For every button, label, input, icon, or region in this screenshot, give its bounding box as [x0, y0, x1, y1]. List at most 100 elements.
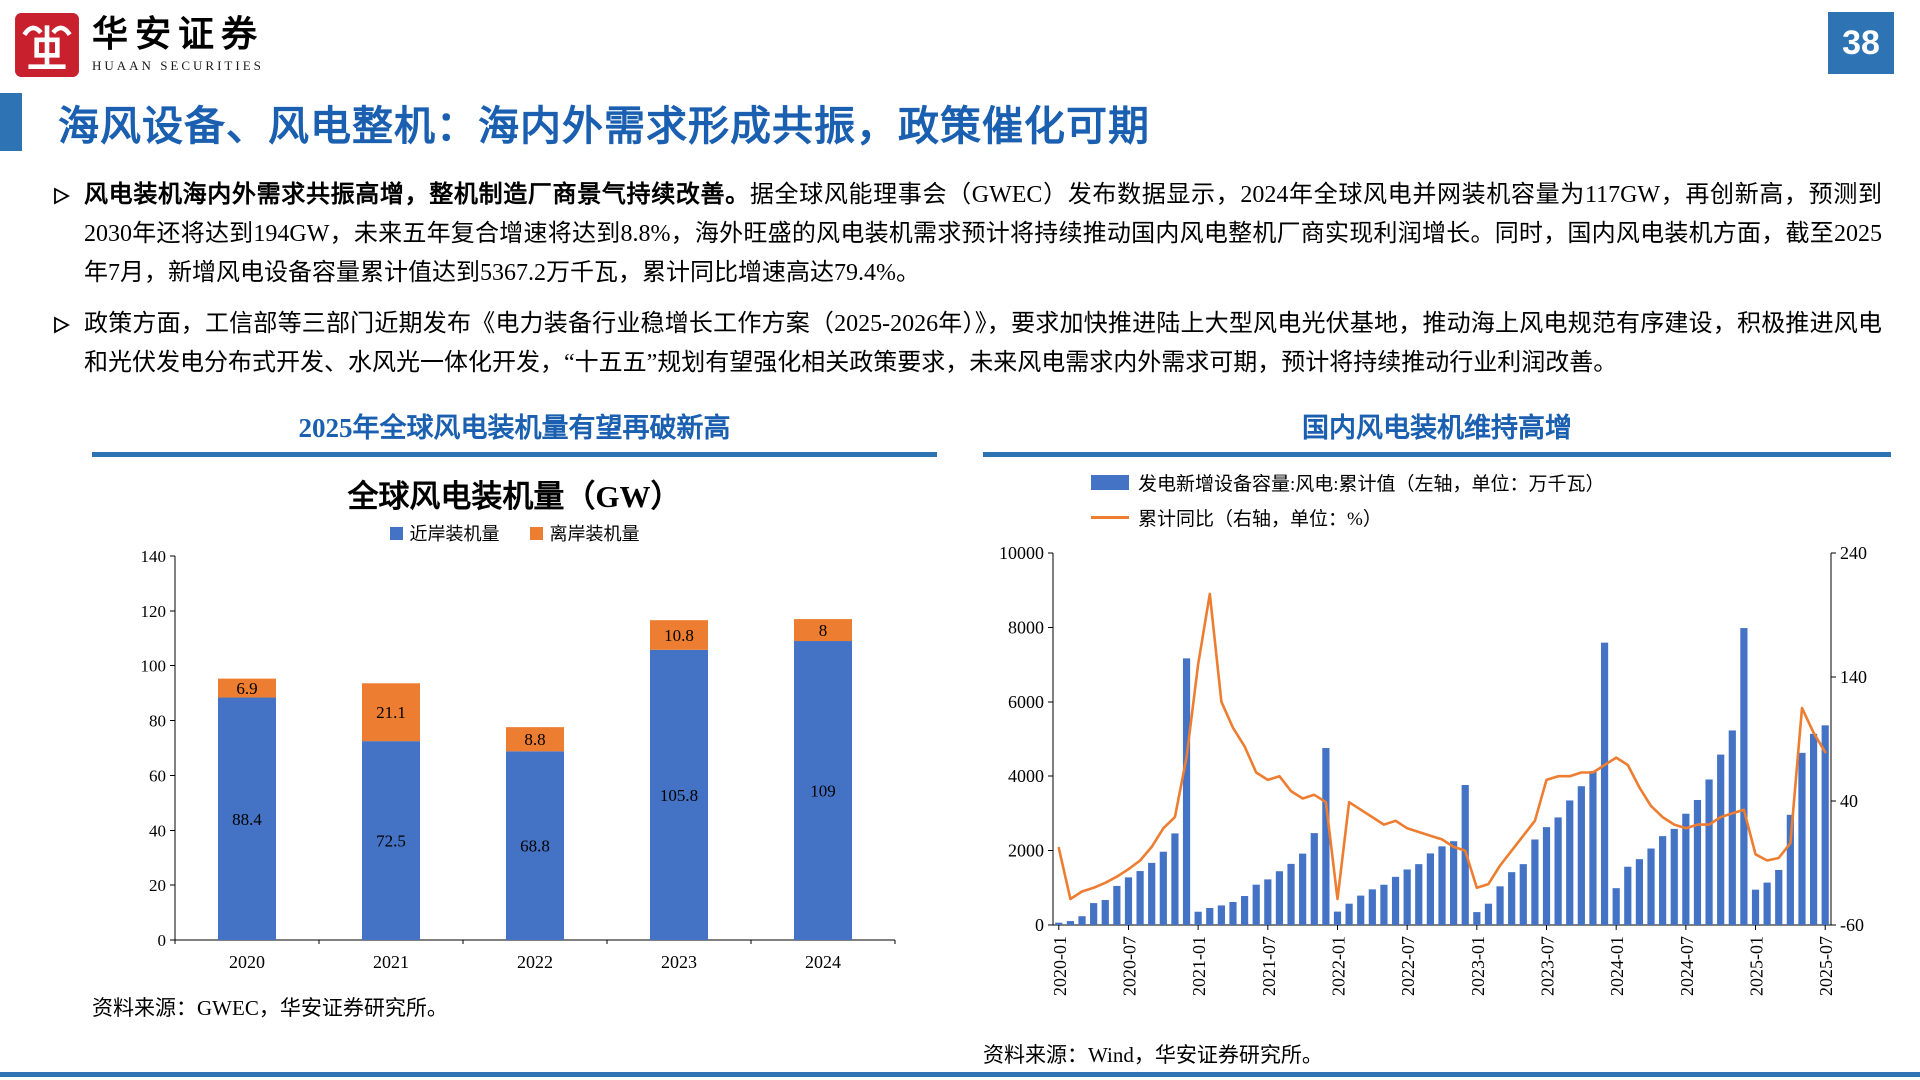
svg-text:2023-07: 2023-07 — [1538, 936, 1558, 996]
bottom-divider — [0, 1072, 1920, 1077]
brand-subtitle: HUAAN SECURITIES — [92, 57, 264, 73]
offshore-swatch-icon — [529, 526, 543, 540]
svg-text:2022-01: 2022-01 — [1328, 936, 1348, 996]
panel-title-domestic: 国内风电装机维持高增 — [1302, 413, 1572, 444]
svg-text:140: 140 — [140, 547, 166, 566]
x-axis-labels: 2020 2021 2022 2023 2024 — [229, 952, 841, 972]
domestic-chart-legend: 发电新增设备容量:风电:累计值（左轴，单位：万千瓦） 累计同比（右轴，单位：%） — [1091, 469, 1891, 531]
legend-item-onshore: 近岸装机量 — [389, 520, 500, 546]
bullet-item: 风电装机海内外需求共振高增，整机制造厂商景气持续改善。据全球风能理事会（GWEC… — [52, 176, 1882, 293]
legend-label-yoy: 累计同比（右轴，单位：%） — [1138, 509, 1382, 531]
svg-text:140: 140 — [1840, 667, 1867, 687]
svg-text:2024-07: 2024-07 — [1677, 936, 1697, 996]
y-axis-labels: 0 20 40 60 80 100 120 140 — [140, 547, 166, 950]
svg-text:120: 120 — [140, 602, 166, 621]
svg-text:2022: 2022 — [517, 952, 553, 972]
svg-text:2020-07: 2020-07 — [1119, 936, 1139, 996]
bullet-lead: 风电装机海内外需求共振高增，整机制造厂商景气持续改善。 — [84, 182, 750, 208]
svg-text:6.9: 6.9 — [236, 679, 257, 698]
source-note-global: 资料来源：GWEC，华安证券研究所。 — [92, 996, 448, 1021]
panel-title-global: 2025年全球风电装机量有望再破新高 — [298, 413, 731, 444]
chart-title-global: 全球风电装机量（GW） — [347, 479, 682, 515]
bullet-arrow-icon — [54, 187, 70, 205]
capacity-bars — [1055, 628, 1829, 926]
bullet-arrow-icon — [54, 316, 70, 334]
svg-text:80: 80 — [149, 712, 166, 731]
svg-text:240: 240 — [1840, 543, 1867, 563]
svg-text:60: 60 — [149, 767, 166, 786]
right-axis-labels: -60 40 140 240 — [1840, 543, 1867, 935]
legend-item-yoy: 累计同比（右轴，单位：%） — [1091, 504, 1891, 531]
bullet-item: 政策方面，工信部等三部门近期发布《电力装备行业稳增长工作方案（2025-2026… — [52, 305, 1882, 383]
svg-text:0: 0 — [157, 931, 166, 950]
legend-label-offshore: 离岸装机量 — [549, 524, 640, 545]
svg-text:2025-07: 2025-07 — [1816, 936, 1836, 996]
capacity-bar-swatch-icon — [1091, 475, 1129, 491]
huaan-seal-icon — [15, 13, 79, 77]
global-wind-panel: 2025年全球风电装机量有望再破新高 全球风电装机量（GW） 近岸装机量 离岸装… — [92, 406, 937, 1069]
global-wind-chart: 0 20 40 60 80 100 120 140 88.4 6.9 72.5 21.1 68.8 8.8… — [92, 546, 937, 984]
legend-item-offshore: 离岸装机量 — [529, 520, 640, 546]
stacked-bars — [217, 619, 852, 941]
onshore-swatch-icon — [389, 526, 403, 540]
svg-text:21.1: 21.1 — [376, 704, 406, 723]
legend-label-capacity: 发电新增设备容量:风电:累计值（左轴，单位：万千瓦） — [1138, 474, 1605, 496]
svg-text:88.4: 88.4 — [232, 810, 262, 829]
charts-section: 2025年全球风电装机量有望再破新高 全球风电装机量（GW） 近岸装机量 离岸装… — [0, 406, 1920, 1069]
brand-text: 华安证券 HUAAN SECURITIES — [92, 14, 265, 74]
bullet-body: 政策方面，工信部等三部门近期发布《电力装备行业稳增长工作方案（2025-2026… — [84, 310, 1882, 376]
svg-text:0: 0 — [1035, 915, 1044, 935]
legend-label-onshore: 近岸装机量 — [409, 524, 500, 545]
source-note-domestic: 资料来源：Wind，华安证券研究所。 — [983, 1043, 1323, 1068]
svg-text:40: 40 — [1840, 791, 1858, 811]
svg-text:2022-07: 2022-07 — [1398, 936, 1418, 996]
svg-text:109: 109 — [810, 782, 836, 801]
svg-text:2024: 2024 — [805, 952, 841, 972]
page-title: 海风设备、风电整机：海内外需求形成共振，政策催化可期 — [58, 103, 1150, 149]
bullet-body: 据全球风能理事会（GWEC）发布数据显示，2024年全球风电并网装机容量为117… — [84, 182, 1883, 286]
svg-text:4000: 4000 — [1008, 767, 1044, 787]
svg-text:105.8: 105.8 — [659, 786, 697, 805]
brand-name: 华安证券 — [92, 14, 265, 55]
svg-text:10.8: 10.8 — [664, 626, 694, 645]
svg-text:20: 20 — [149, 877, 166, 896]
svg-text:8: 8 — [818, 621, 827, 640]
svg-text:2020-01: 2020-01 — [1050, 936, 1070, 996]
svg-text:8000: 8000 — [1008, 618, 1044, 638]
svg-text:2000: 2000 — [1008, 841, 1044, 861]
title-row: 海风设备、风电整机：海内外需求形成共振，政策催化可期 — [0, 92, 1920, 152]
svg-text:8.8: 8.8 — [524, 731, 545, 750]
yoy-trend-line — [1057, 592, 1827, 901]
svg-text:68.8: 68.8 — [520, 837, 550, 856]
svg-text:10000: 10000 — [999, 543, 1044, 563]
svg-text:2023: 2023 — [661, 952, 697, 972]
legend-item-capacity: 发电新增设备容量:风电:累计值（左轴，单位：万千瓦） — [1091, 469, 1891, 496]
svg-text:2025-01: 2025-01 — [1747, 936, 1767, 996]
domestic-wind-chart: 0 2000 4000 6000 8000 10000 -60 40 140 240 2020-01… — [983, 539, 1891, 1031]
svg-text:2021-01: 2021-01 — [1189, 936, 1209, 996]
yoy-line-swatch-icon — [1091, 516, 1129, 520]
svg-text:72.5: 72.5 — [376, 832, 406, 851]
panel-title-rule — [92, 452, 937, 458]
svg-text:2021: 2021 — [373, 952, 409, 972]
svg-text:6000: 6000 — [1008, 692, 1044, 712]
panel-title-rule — [983, 452, 1891, 458]
svg-text:40: 40 — [149, 822, 166, 841]
bullet-list: 风电装机海内外需求共振高增，整机制造厂商景气持续改善。据全球风能理事会（GWEC… — [52, 176, 1882, 382]
svg-text:2020: 2020 — [229, 952, 265, 972]
page-number: 38 — [1828, 12, 1894, 74]
title-accent-bar — [0, 93, 22, 151]
bullet-text: 风电装机海内外需求共振高增，整机制造厂商景气持续改善。据全球风能理事会（GWEC… — [84, 176, 1882, 293]
domestic-wind-panel: 国内风电装机维持高增 发电新增设备容量:风电:累计值（左轴，单位：万千瓦） 累计… — [983, 406, 1891, 1069]
svg-text:2021-07: 2021-07 — [1259, 936, 1279, 996]
svg-text:2023-01: 2023-01 — [1468, 936, 1488, 996]
global-chart-legend: 近岸装机量 离岸装机量 — [92, 520, 937, 546]
svg-text:2024-01: 2024-01 — [1607, 936, 1627, 996]
x-axis-labels: 2020-01 2020-07 2021-01 2021-07 2022-01 2022-… — [1050, 925, 1836, 996]
left-axis-labels: 0 2000 4000 6000 8000 10000 — [999, 543, 1044, 935]
brand-logo: 华安证券 HUAAN SECURITIES — [14, 12, 264, 78]
header: 华安证券 HUAAN SECURITIES 38 — [0, 0, 1920, 78]
domestic-wind-chart-svg: 0 2000 4000 6000 8000 10000 -60 40 140 240 2020-01… — [999, 543, 1867, 996]
global-wind-chart-svg: 0 20 40 60 80 100 120 140 88.4 6.9 72.5 21.1 68.8 8.8… — [140, 547, 895, 972]
bar-value-labels: 88.4 6.9 72.5 21.1 68.8 8.8 105.8 10.8 109 8 — [232, 621, 836, 856]
